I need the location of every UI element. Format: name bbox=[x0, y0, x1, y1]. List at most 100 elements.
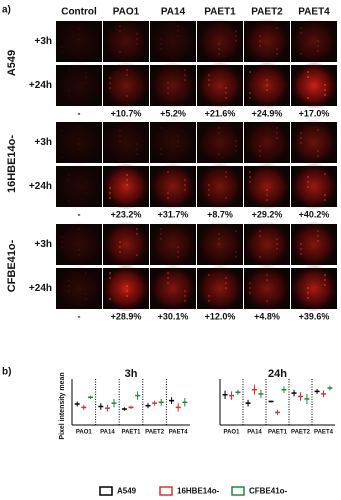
micrograph-spot bbox=[61, 135, 63, 137]
micrograph-spot bbox=[218, 53, 220, 55]
micrograph-signal bbox=[150, 18, 196, 65]
row-label: +24h bbox=[29, 181, 52, 192]
y-axis-label: Pixel intensity mean bbox=[59, 372, 66, 439]
micrograph-spot bbox=[78, 228, 80, 230]
micrograph-spot bbox=[307, 97, 309, 99]
micrograph-spot bbox=[119, 51, 121, 53]
micrograph-spot bbox=[109, 187, 111, 189]
micrograph-spot bbox=[259, 256, 261, 258]
micrograph-spot bbox=[109, 87, 111, 89]
micrograph-spot bbox=[218, 43, 220, 45]
row-label: +3h bbox=[34, 137, 52, 148]
micrograph-spot bbox=[160, 153, 162, 155]
micrograph-spot bbox=[119, 140, 121, 142]
micrograph-spot bbox=[160, 43, 162, 45]
micrograph-spot bbox=[78, 249, 80, 251]
micrograph-signal bbox=[150, 265, 196, 312]
micrograph-spot bbox=[136, 43, 138, 45]
micrograph-spot bbox=[184, 295, 186, 297]
micrograph-spot bbox=[119, 241, 121, 243]
micrograph-spot bbox=[300, 243, 302, 245]
micrograph-spot bbox=[177, 145, 179, 147]
micrograph-spot bbox=[259, 155, 261, 157]
micrograph-spot bbox=[276, 248, 278, 250]
panel-label: a) bbox=[2, 5, 11, 16]
micrograph-spot bbox=[235, 140, 237, 142]
micrograph-signal bbox=[150, 163, 196, 210]
row-label: +24h bbox=[29, 80, 52, 91]
micrograph-spot bbox=[68, 179, 70, 181]
micrograph-spot bbox=[177, 246, 179, 248]
micrograph-spot bbox=[119, 246, 121, 248]
micrograph-spot bbox=[177, 30, 179, 32]
micrograph-spot bbox=[109, 192, 111, 194]
micrograph-spot bbox=[218, 48, 220, 50]
micrograph-signal bbox=[103, 18, 149, 65]
micrograph-spot bbox=[324, 284, 326, 286]
micrograph-spot bbox=[266, 84, 268, 86]
micrograph-spot bbox=[160, 38, 162, 40]
micrograph-spot bbox=[235, 150, 237, 152]
micrograph-spot bbox=[276, 132, 278, 134]
percent-change: +10.7% bbox=[111, 108, 142, 118]
micrograph-spot bbox=[136, 153, 138, 155]
micrograph-spot bbox=[249, 92, 251, 94]
micrograph-spot bbox=[109, 197, 111, 199]
micrograph-spot bbox=[119, 30, 121, 32]
micrograph-spot bbox=[61, 236, 63, 238]
micrograph-spot bbox=[167, 192, 169, 194]
micrograph-spot bbox=[307, 181, 309, 183]
micrograph-spot bbox=[225, 277, 227, 279]
micrograph-signal bbox=[103, 62, 149, 109]
micrograph-spot bbox=[184, 74, 186, 76]
micrograph-spot bbox=[160, 148, 162, 150]
micrograph-spot bbox=[266, 189, 268, 191]
x-tick-label: PAET4 bbox=[314, 430, 334, 436]
micrograph-spot bbox=[324, 94, 326, 96]
micrograph-spot bbox=[160, 233, 162, 235]
legend-label: CFBE41o- bbox=[249, 487, 288, 496]
micrograph-spot bbox=[126, 285, 128, 287]
micrograph-signal bbox=[244, 119, 290, 166]
micrograph-spot bbox=[300, 253, 302, 255]
micrograph-spot bbox=[307, 292, 309, 294]
micrograph-spot bbox=[276, 48, 278, 50]
micrograph-signal bbox=[56, 18, 102, 65]
micrograph-spot bbox=[225, 176, 227, 178]
micrograph-spot bbox=[307, 71, 309, 73]
micrograph-spot bbox=[126, 95, 128, 97]
micrograph-spot bbox=[126, 295, 128, 297]
micrograph-spot bbox=[259, 150, 261, 152]
micrograph-spot bbox=[324, 194, 326, 196]
micrograph-spot bbox=[307, 176, 309, 178]
micrograph-spot bbox=[317, 40, 319, 42]
percent-change: +24.9% bbox=[252, 108, 283, 118]
x-tick-label: PAET2 bbox=[291, 430, 311, 436]
micrograph-spot bbox=[249, 282, 251, 284]
micrograph-spot bbox=[249, 287, 251, 289]
micrograph-spot bbox=[235, 145, 237, 147]
micrograph-spot bbox=[218, 238, 220, 240]
micrograph-spot bbox=[109, 77, 111, 79]
percent-change: +17.0% bbox=[299, 108, 330, 118]
micrograph-spot bbox=[167, 87, 169, 89]
percent-change: - bbox=[78, 209, 81, 219]
micrograph-spot bbox=[235, 256, 237, 258]
micrograph-spot bbox=[208, 295, 210, 297]
micrograph-spot bbox=[177, 25, 179, 27]
micrograph-spot bbox=[266, 79, 268, 81]
micrograph-spot bbox=[266, 279, 268, 281]
micrograph-spot bbox=[109, 277, 111, 279]
micrograph-spot bbox=[307, 287, 309, 289]
row-label: +24h bbox=[29, 283, 52, 294]
micrograph-spot bbox=[307, 76, 309, 78]
micrograph-spot bbox=[184, 184, 186, 186]
micrograph-spot bbox=[68, 95, 70, 97]
micrograph-signal bbox=[150, 119, 196, 166]
micrograph-signal bbox=[103, 221, 149, 268]
micrograph-spot bbox=[276, 137, 278, 139]
percent-change: +23.2% bbox=[111, 209, 142, 219]
micrograph-spot bbox=[184, 179, 186, 181]
micrograph-spot bbox=[167, 171, 169, 173]
